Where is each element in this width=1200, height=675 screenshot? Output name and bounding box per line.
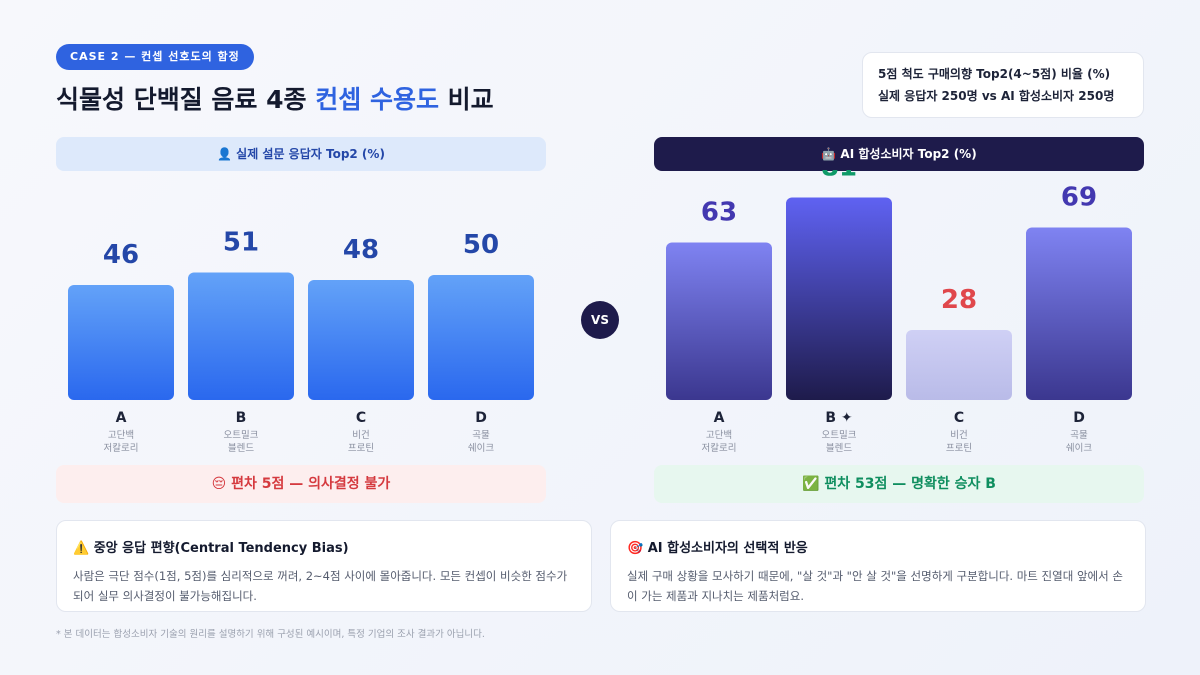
value-label: 81 — [821, 170, 857, 183]
value-label: 63 — [701, 198, 737, 228]
bar — [428, 275, 534, 400]
category-sublabel: 프로틴 — [946, 443, 972, 454]
category-label: B ✦ — [825, 410, 853, 426]
value-label: 50 — [463, 230, 499, 260]
category-sublabel: 곡물 — [472, 430, 490, 441]
value-label: 46 — [103, 240, 139, 270]
info-card: ⚠️ 중앙 응답 편향(Central Tendency Bias) 사람은 극단… — [56, 520, 592, 612]
category-sublabel: 저칼로리 — [702, 443, 737, 454]
category-sublabel: 곡물 — [1070, 430, 1088, 441]
category-sublabel: 쉐이크 — [1066, 443, 1092, 454]
category-label: C — [954, 410, 964, 426]
category-sublabel: 오트밀크 — [224, 429, 259, 441]
category-sublabel: 프로틴 — [348, 443, 374, 454]
bar — [666, 242, 772, 400]
category-label: C — [356, 410, 366, 426]
title-text: 식물성 단백질 음료 4종 — [56, 85, 307, 114]
title-highlight: 컨셉 수용도 — [315, 85, 439, 114]
category-sublabel: 고단백 — [108, 430, 134, 441]
badge: CASE 2 — 컨셉 선호도의 함정 — [56, 44, 254, 70]
chart-header: 👤 실제 설문 응답자 Top2 (%) — [56, 137, 546, 171]
category-sublabel: 고단백 — [706, 430, 732, 441]
category-label: A — [714, 410, 725, 426]
card-title: ⚠️ 중앙 응답 편향(Central Tendency Bias) — [73, 541, 349, 556]
category-label: D — [475, 410, 487, 426]
category-sublabel: 블렌드 — [826, 443, 852, 454]
value-label: 69 — [1061, 183, 1097, 213]
category-sublabel: 오트밀크 — [822, 429, 857, 441]
category-sublabel: 저칼로리 — [104, 443, 139, 454]
result-banner: ✅ 편차 53점 — 명확한 승자 B — [654, 465, 1144, 503]
note-box: 5점 척도 구매의향 Top2(4~5점) 비율 (%) 실제 응답자 250명 … — [862, 52, 1144, 118]
category-sublabel: 비건 — [950, 430, 967, 441]
category-label: B — [236, 410, 247, 426]
note-line: 5점 척도 구매의향 Top2(4~5점) 비율 (%) — [878, 67, 1111, 81]
value-label: 51 — [223, 228, 259, 258]
bar — [786, 197, 892, 400]
category-label: D — [1073, 410, 1085, 426]
chart-header: 🤖 AI 합성소비자 Top2 (%) — [654, 137, 1144, 171]
result-banner: 😔 편차 5점 — 의사결정 불가 — [56, 465, 546, 503]
bar — [1026, 227, 1132, 400]
bar — [906, 330, 1012, 400]
footnote: * 본 데이터는 합성소비자 기술의 원리를 설명하기 위해 구성된 예시이며,… — [56, 629, 485, 640]
card-title: 🎯 AI 합성소비자의 선택적 반응 — [627, 541, 808, 556]
title: 식물성 단백질 음료 4종 컨셉 수용도 비교 — [56, 80, 494, 116]
category-sublabel: 쉐이크 — [468, 443, 494, 454]
category-label: A — [116, 410, 127, 426]
category-sublabel: 비건 — [352, 430, 369, 441]
vs-badge: VS — [581, 301, 619, 339]
value-label: 48 — [343, 235, 379, 265]
category-sublabel: 블렌드 — [228, 443, 254, 454]
bar — [188, 272, 294, 400]
bar — [68, 285, 174, 400]
note-line: 실제 응답자 250명 vs AI 합성소비자 250명 — [878, 89, 1115, 103]
value-label: 28 — [941, 285, 977, 315]
bar — [308, 280, 414, 400]
card-body: 실제 구매 상황을 모사하기 때문에, "살 것"과 "안 살 것"을 선명하게… — [627, 569, 1123, 603]
title-text: 비교 — [447, 85, 494, 114]
card-body: 사람은 극단 점수(1점, 5점)를 심리적으로 꺼려, 2~4점 사이에 몰아… — [73, 569, 568, 603]
